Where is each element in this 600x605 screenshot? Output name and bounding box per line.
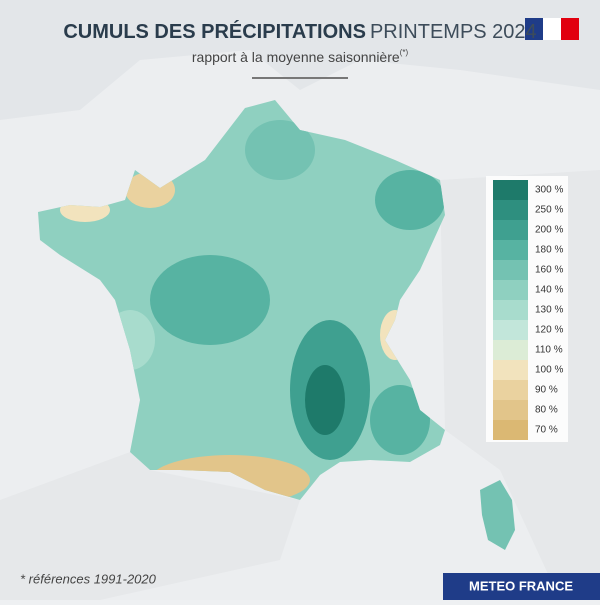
legend-swatch (493, 260, 528, 280)
legend-label: 300 % (535, 185, 563, 196)
legend-label: 200 % (535, 225, 563, 236)
legend-label: 120 % (535, 325, 563, 336)
legend: 300 % 250 % 200 % 180 % 160 % 140 % 130 % 120 %… (493, 180, 563, 440)
land (0, 452, 300, 600)
title-light: PRINTEMPS 2024 (370, 21, 537, 43)
legend-label: 180 % (535, 245, 563, 256)
legend-swatch (493, 320, 528, 340)
legend-label: 70 % (535, 425, 558, 436)
legend-label: 80 % (535, 405, 558, 416)
legend-swatch (493, 300, 528, 320)
legend-label: 160 % (535, 265, 563, 276)
corsica (480, 480, 515, 550)
brand-bar (443, 573, 600, 600)
logo (525, 18, 579, 40)
subtitle-note: (*) (400, 48, 409, 57)
land (0, 0, 600, 120)
title: CUMULS DES PRÉCIPITATIONS PRINTEMPS 2024 (63, 20, 536, 43)
title-bold: CUMULS DES PRÉCIPITATIONS (63, 20, 366, 43)
france (38, 100, 445, 500)
legend-swatch (493, 220, 528, 240)
legend-swatch (493, 240, 528, 260)
subtitle: rapport à la moyenne saisonnière(*) (192, 48, 409, 65)
legend-label: 100 % (535, 365, 563, 376)
legend-swatch (493, 200, 528, 220)
subtitle-text: rapport à la moyenne saisonnière (192, 49, 400, 65)
legend-swatch (493, 360, 528, 380)
legend-swatch (493, 180, 528, 200)
legend-swatch (493, 400, 528, 420)
legend-swatch (493, 380, 528, 400)
legend-swatch (493, 280, 528, 300)
legend-label: 250 % (535, 205, 563, 216)
brand: METEO FRANCE (469, 578, 573, 593)
footnote: * références 1991-2020 (20, 571, 157, 586)
legend-label: 90 % (535, 385, 558, 396)
legend-label: 130 % (535, 305, 563, 316)
legend-swatch (493, 420, 528, 440)
legend-label: 140 % (535, 285, 563, 296)
legend-label: 110 % (535, 345, 563, 356)
legend-swatch (493, 340, 528, 360)
